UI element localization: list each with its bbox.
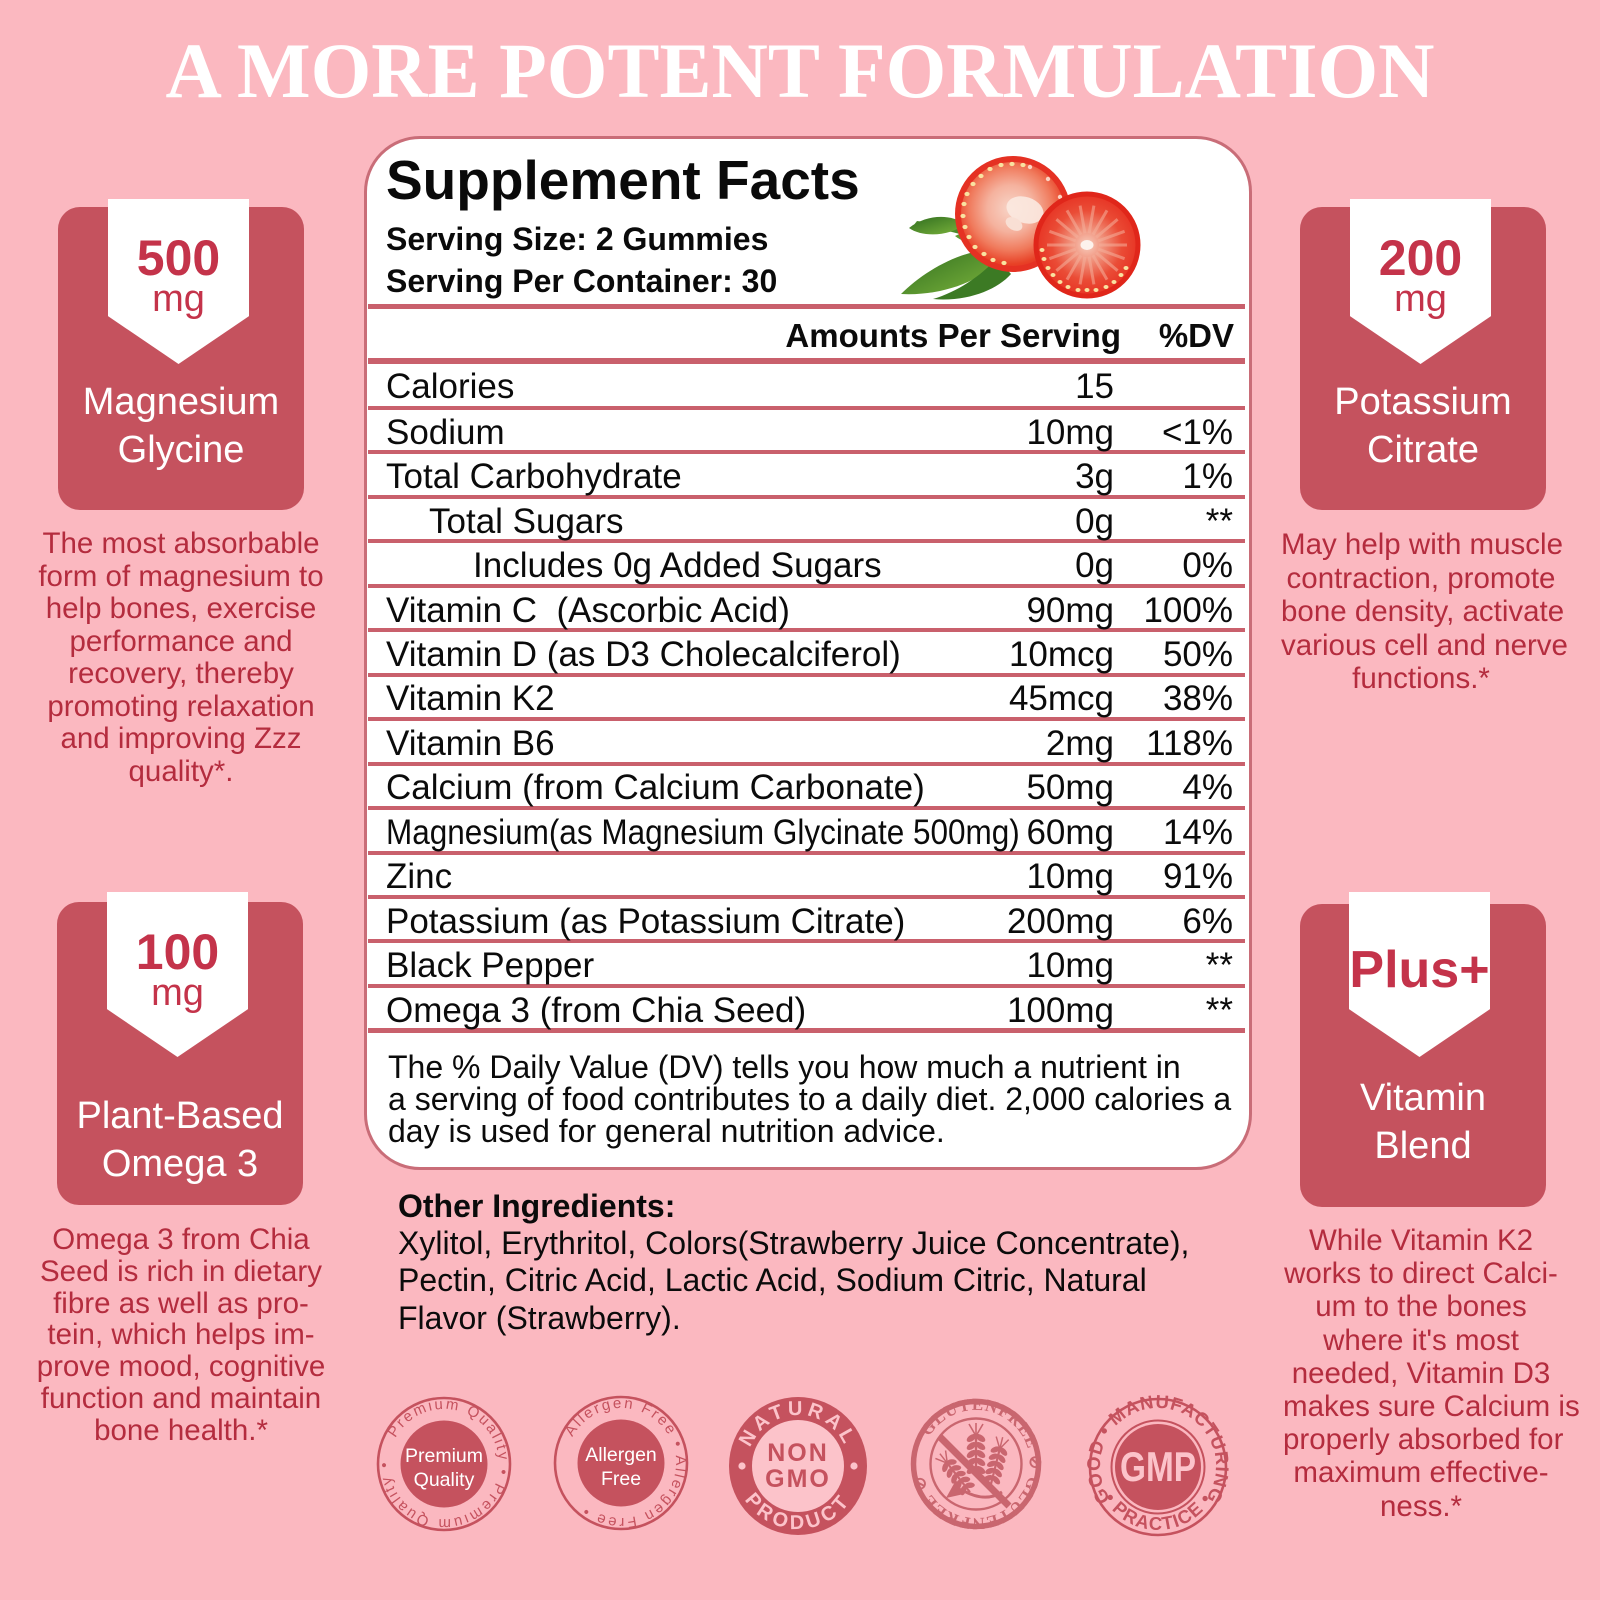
svg-text:GMO: GMO	[765, 1465, 831, 1493]
svg-text:GMP: GMP	[1120, 1443, 1196, 1490]
svg-text:Premium: Premium	[405, 1445, 483, 1467]
svg-text:Free: Free	[601, 1468, 641, 1490]
svg-text:NON: NON	[767, 1439, 829, 1467]
svg-text:Allergen: Allergen	[585, 1444, 657, 1466]
svg-text:Quality: Quality	[414, 1469, 475, 1491]
